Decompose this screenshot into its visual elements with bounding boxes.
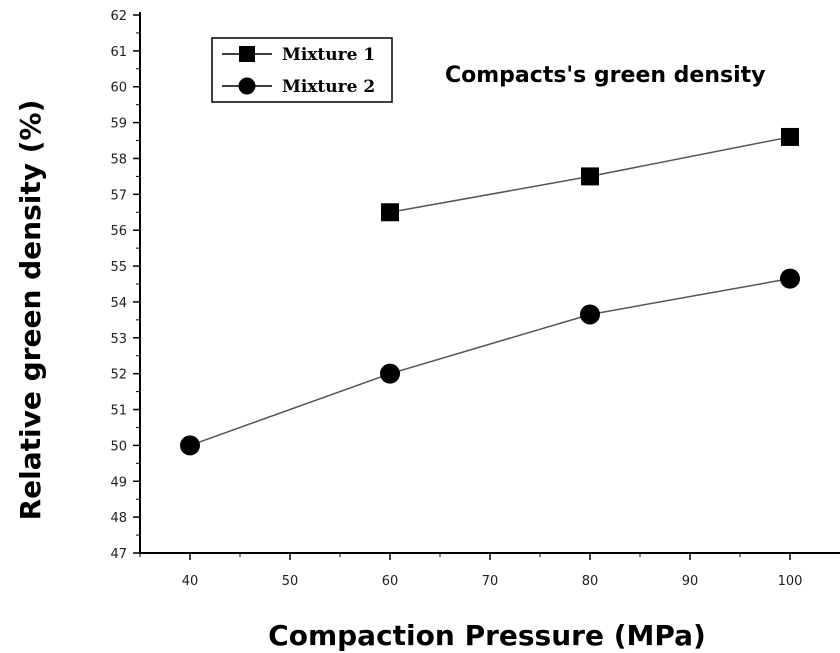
legend-label-mixture-2: Mixture 2 [282, 77, 375, 97]
y-tick-label: 59 [110, 117, 127, 132]
y-tick-label: 53 [110, 332, 127, 347]
x-axis-ticks: 40 50 60 70 80 90 100 [139, 553, 803, 589]
x-tick-label: 80 [582, 574, 599, 589]
x-tick-label: 50 [282, 574, 299, 589]
y-tick-label: 58 [110, 152, 127, 167]
x-axis-title: Compaction Pressure (MPa) [268, 619, 706, 652]
y-axis-ticks: 47 48 49 50 51 52 53 54 55 56 57 58 59 60 61 62 [110, 9, 140, 562]
data-point-mixture-1 [381, 203, 399, 222]
x-tick-label: 40 [182, 574, 199, 589]
y-tick-label: 62 [110, 9, 127, 24]
y-tick-label: 57 [110, 188, 127, 203]
chart-title: Compacts's green density [445, 63, 766, 88]
data-point-mixture-1 [781, 127, 799, 146]
legend: Mixture 1 Mixture 2 [211, 37, 393, 103]
y-tick-label: 54 [110, 296, 127, 311]
legend-marker-mixture-2 [238, 77, 256, 95]
data-point-mixture-2 [780, 268, 800, 289]
legend-label-mixture-1: Mixture 1 [282, 45, 375, 65]
y-tick-label: 60 [110, 81, 127, 96]
data-point-mixture-2 [580, 304, 600, 325]
y-tick-label: 61 [110, 45, 127, 60]
y-tick-label: 48 [110, 511, 127, 526]
data-point-mixture-1 [581, 167, 599, 186]
legend-marker-mixture-1 [239, 46, 255, 62]
series-line-2 [189, 277, 791, 447]
series-layer [180, 127, 800, 456]
x-tick-label: 70 [482, 574, 499, 589]
y-tick-label: 51 [110, 404, 127, 419]
y-tick-label: 49 [110, 475, 127, 490]
y-tick-label: 56 [110, 224, 127, 239]
data-point-mixture-2 [380, 363, 400, 384]
data-point-mixture-2 [180, 435, 200, 456]
y-tick-label: 47 [110, 547, 127, 562]
y-axis-title: Relative green density (%) [14, 100, 47, 521]
y-tick-label: 50 [110, 439, 127, 454]
y-tick-label: 55 [110, 260, 127, 275]
x-tick-label: 100 [778, 574, 803, 589]
x-tick-label: 60 [382, 574, 399, 589]
x-tick-label: 90 [682, 574, 699, 589]
y-tick-label: 52 [110, 368, 127, 383]
